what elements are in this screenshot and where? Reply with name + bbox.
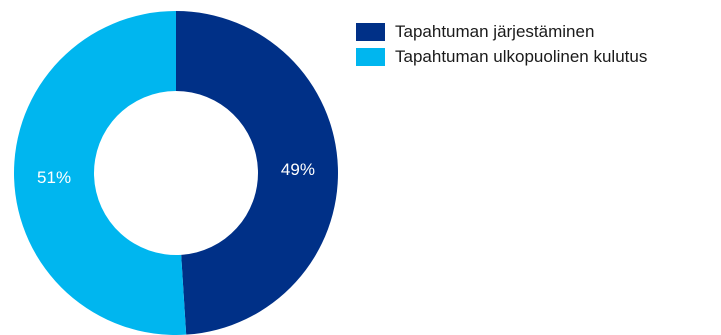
legend-swatch bbox=[356, 48, 385, 66]
donut-slices bbox=[13, 11, 338, 335]
legend-item-1: Tapahtuman ulkopuolinen kulutus bbox=[356, 47, 647, 67]
legend-swatch bbox=[356, 23, 385, 41]
data-label-1: 51% bbox=[37, 168, 71, 187]
donut-slice-1 bbox=[13, 11, 187, 335]
legend-item-0: Tapahtuman järjestäminen bbox=[356, 22, 647, 42]
legend: Tapahtuman järjestäminen Tapahtuman ulko… bbox=[356, 22, 647, 72]
donut-slice-0 bbox=[176, 11, 338, 335]
data-labels: 49% 51% bbox=[37, 160, 315, 187]
data-label-0: 49% bbox=[281, 160, 315, 179]
legend-label: Tapahtuman ulkopuolinen kulutus bbox=[395, 47, 648, 66]
legend-label: Tapahtuman järjestäminen bbox=[395, 22, 595, 41]
